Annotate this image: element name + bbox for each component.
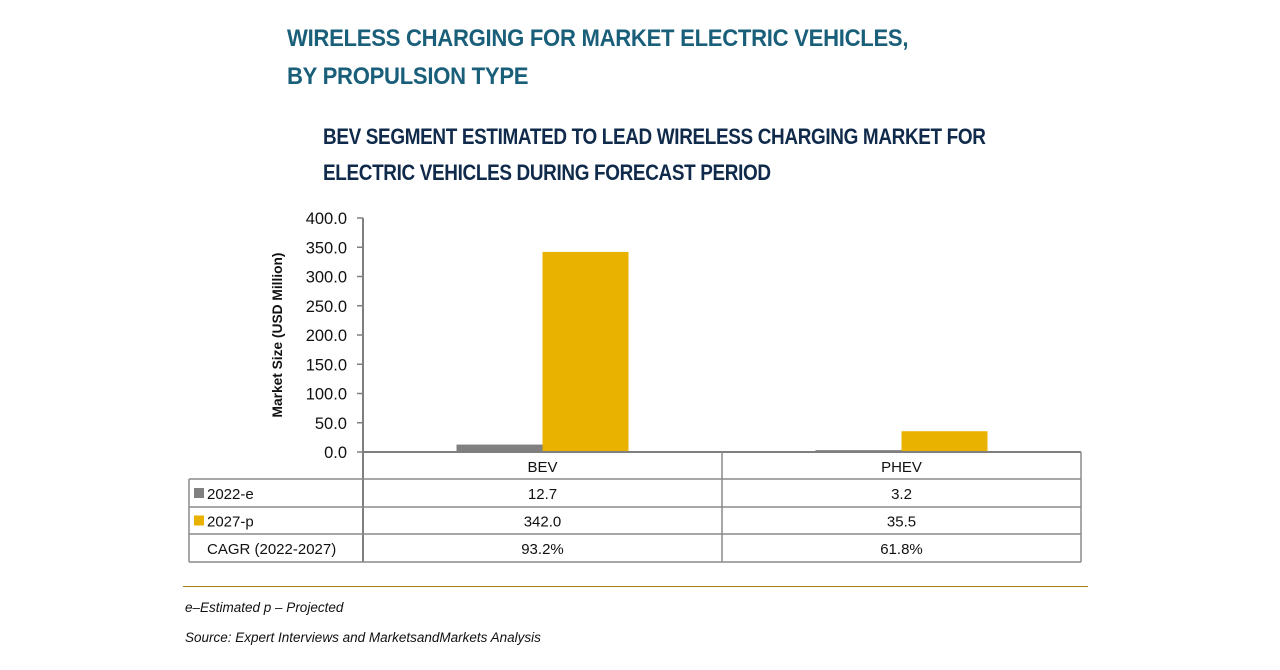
y-tick-label: 300.0 — [306, 269, 347, 287]
bar-bev-2027-p — [542, 251, 629, 452]
y-tick-label: 0.0 — [324, 444, 347, 462]
estimate-legend-note: e–Estimated p – Projected — [185, 600, 344, 615]
legend-label-2027-p: 2027-p — [207, 514, 254, 531]
y-tick-label: 250.0 — [306, 298, 347, 316]
chart-title-line-2: BY PROPULSION TYPE — [287, 63, 529, 90]
y-axis-title: Market Size (USD Million) — [269, 253, 285, 418]
chart-subtitle: BEV SEGMENT ESTIMATED TO LEAD WIRELESS C… — [323, 119, 986, 191]
data-label: 12.7 — [528, 486, 557, 503]
cagr-value: 61.8% — [880, 541, 923, 558]
chart-subtitle-line-1: BEV SEGMENT ESTIMATED TO LEAD WIRELESS C… — [323, 124, 986, 149]
chart-subtitle-line-2: ELECTRIC VEHICLES DURING FORECAST PERIOD — [323, 160, 771, 185]
bar-phev-2027-p — [901, 431, 988, 452]
y-tick-label: 200.0 — [306, 327, 347, 345]
cagr-value: 93.2% — [521, 541, 564, 558]
source-note: Source: Expert Interviews and Marketsand… — [185, 630, 541, 645]
y-tick-label: 150.0 — [306, 356, 347, 374]
legend-swatch-2027-p — [194, 515, 204, 526]
y-tick-label: 50.0 — [315, 415, 347, 433]
x-category-label: BEV — [527, 459, 557, 476]
y-tick-label: 100.0 — [306, 386, 347, 404]
data-label: 35.5 — [887, 514, 916, 531]
legend-label-2022-e: 2022-e — [207, 486, 254, 503]
y-tick-label: 350.0 — [306, 239, 347, 257]
cagr-row-label: CAGR (2022-2027) — [207, 541, 336, 558]
y-tick-label: 400.0 — [306, 210, 347, 228]
x-category-label: PHEV — [881, 459, 922, 476]
legend-swatch-2022-e — [194, 488, 204, 498]
chart-title-line-1: WIRELESS CHARGING FOR MARKET ELECTRIC VE… — [287, 25, 909, 52]
data-label: 3.2 — [891, 486, 912, 503]
data-label: 342.0 — [524, 514, 562, 531]
bar-bev-2022-e — [456, 444, 543, 452]
footer-separator — [183, 586, 1088, 587]
chart-title: WIRELESS CHARGING FOR MARKET ELECTRIC VE… — [287, 20, 909, 96]
